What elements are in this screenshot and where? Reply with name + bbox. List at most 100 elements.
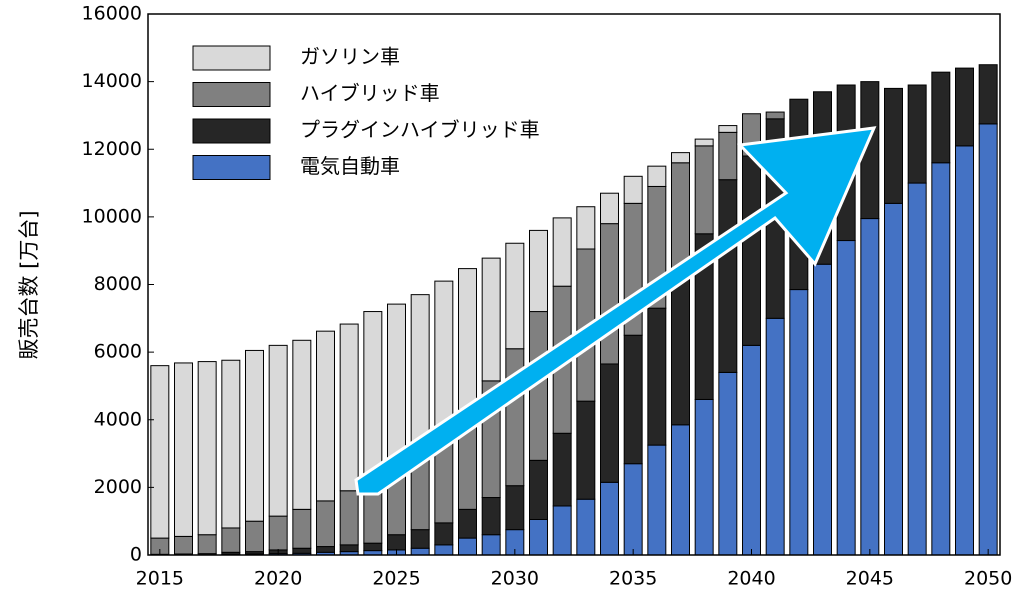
bar-segment — [481, 534, 501, 556]
bar-segment — [410, 529, 430, 549]
bar-segment — [458, 508, 477, 539]
bar-segment — [221, 359, 241, 529]
bar-segment — [552, 432, 572, 507]
legend-label: ガソリン車 — [300, 45, 400, 69]
bar-segment — [718, 131, 738, 181]
legend-label: 電気自動車 — [300, 154, 400, 178]
bar-segment — [718, 125, 738, 133]
bar-segment — [339, 323, 359, 492]
bar-segment — [600, 363, 619, 483]
bar-segment — [197, 361, 217, 536]
bar-segment — [718, 371, 738, 556]
y-tick-label: 14000 — [82, 70, 142, 92]
bar-segment — [931, 71, 951, 164]
bar-segment — [316, 330, 335, 502]
bar-segment — [292, 508, 312, 549]
y-tick-label: 0 — [130, 544, 142, 566]
bar-segment — [647, 307, 667, 446]
bar-segment — [765, 111, 785, 120]
bar-segment — [576, 498, 596, 556]
bar-segment — [292, 547, 312, 554]
bar-segment — [860, 218, 880, 556]
legend-swatch — [192, 45, 271, 71]
bar-segment — [600, 223, 619, 365]
x-tick-label: 2050 — [964, 568, 1012, 590]
y-tick-label: 4000 — [94, 408, 142, 430]
bar-segment — [529, 518, 548, 556]
bar-segment — [197, 534, 217, 555]
bar-segment — [481, 257, 501, 382]
bar-segment — [387, 303, 406, 468]
bar-segment — [576, 206, 596, 250]
bar-segment — [884, 202, 903, 556]
trend-arrow — [354, 126, 877, 496]
x-tick-label: 2030 — [491, 568, 539, 590]
bar-segment — [174, 535, 193, 555]
bar-segment — [410, 294, 430, 455]
bar-segment — [505, 485, 525, 531]
y-tick-label: 16000 — [82, 3, 142, 25]
bar-segment — [600, 481, 619, 556]
bar-segment — [647, 444, 667, 556]
bar-segment — [434, 280, 454, 438]
x-tick-label: 2025 — [372, 568, 420, 590]
bar-segment — [316, 546, 335, 553]
x-tick-label: 2035 — [609, 568, 657, 590]
bar-segment — [955, 145, 974, 556]
y-axis-label: 販売台数 [万台] — [17, 210, 41, 359]
x-tick-label: 2020 — [254, 568, 302, 590]
bar-segment — [363, 311, 383, 483]
bar-segment — [742, 344, 761, 556]
bar-segment — [907, 84, 927, 184]
bar-segment — [718, 179, 738, 373]
bar-segment — [245, 520, 264, 553]
legend-label: ハイブリッド車 — [300, 81, 440, 105]
legend-label: プラグインハイブリッド車 — [300, 118, 540, 142]
bar-segment — [316, 500, 335, 548]
x-tick-label: 2040 — [727, 568, 775, 590]
bar-segment — [458, 268, 477, 411]
bar-segment — [363, 542, 383, 552]
bar-segment — [623, 463, 643, 556]
bar-segment — [268, 344, 288, 517]
bar-segment — [694, 138, 714, 147]
y-tick-label: 8000 — [94, 273, 142, 295]
bar-segment — [410, 547, 430, 556]
bar-segment — [434, 522, 454, 546]
bar-segment — [671, 277, 690, 426]
bar-segment — [836, 240, 856, 556]
y-tick-label: 2000 — [94, 476, 142, 498]
legend-swatch — [192, 118, 271, 144]
bar-segment — [245, 349, 264, 522]
bar-segment — [623, 334, 643, 465]
bar-segment — [694, 145, 714, 235]
bar-segment — [978, 123, 998, 556]
bar-segment — [694, 398, 714, 556]
bar-segment — [268, 515, 288, 551]
bar-segment — [765, 317, 785, 556]
bar-segment — [221, 527, 241, 553]
bar-segment — [742, 155, 761, 346]
bar-segment — [671, 152, 690, 164]
bar-segment — [458, 537, 477, 556]
bar-segment — [529, 229, 548, 313]
bar-segment — [907, 182, 927, 556]
y-tick-label: 6000 — [94, 341, 142, 363]
bar-segment — [505, 242, 525, 350]
bar-segment — [884, 87, 903, 204]
y-tick-label: 12000 — [82, 138, 142, 160]
bar-segment — [671, 424, 690, 556]
y-tick-label: 10000 — [82, 205, 142, 227]
bar-segment — [600, 192, 619, 225]
bar-segment — [339, 544, 359, 553]
bar-segment — [931, 162, 951, 556]
bar-segment — [978, 64, 998, 125]
bar-segment — [150, 365, 170, 539]
bar-segment — [955, 67, 974, 147]
bar-segment — [789, 289, 809, 556]
bar-segment — [434, 544, 454, 556]
bar-segment — [623, 175, 643, 204]
legend-swatch — [192, 155, 271, 180]
